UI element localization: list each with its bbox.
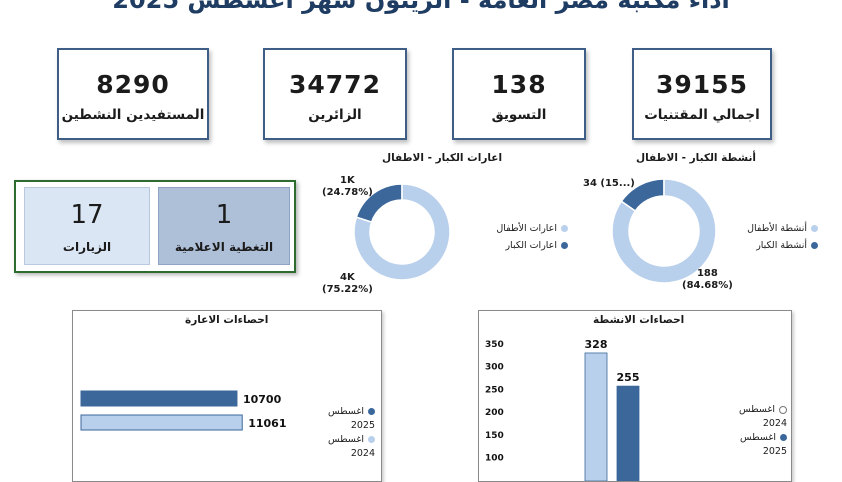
activities-bar-2024 [584,352,608,481]
loans-stats-legend: اغسطس 2025 اغسطس 2024 [301,405,375,461]
legend-label: أنشطة الكبار [756,240,807,251]
loans-donut-chart [353,183,451,281]
y-tick-label: 100 [485,454,504,464]
legend-item-adult-loans: اعارات الكبار [488,237,568,254]
legend-swatch [368,436,375,443]
legend-label: أنشطة الأطفال [747,223,807,234]
loans-donut-title: اعارات الكبار - الاطفال [382,152,503,164]
stat-label: المستفيدين النشطين [61,107,205,123]
loans-value-children: 4K [340,272,355,283]
mini-value: 1 [215,200,233,230]
y-tick-label: 350 [485,340,504,350]
stat-label: التسويق [491,107,547,123]
mini-card-visits: 17 الزيارات [24,187,150,265]
loans-legend: اعارات الأطفال اعارات الكبار [488,220,568,254]
mini-stats-panel: 17 الزيارات 1 التغطية الاعلامية [14,180,296,273]
legend-label: اغسطس 2024 [739,404,787,429]
y-tick-label: 300 [485,363,504,373]
legend-label: اغسطس 2025 [328,406,375,431]
legend-swatch [561,242,568,249]
donut-slice-children [353,183,451,281]
donut-slice-children [611,178,717,284]
activities-label-children: 188 (84.68%) [682,268,733,292]
activities-bar-2025 [616,385,640,481]
loans-percent-children: (75.22%) [322,284,373,295]
legend-item-aug-2024: اغسطس 2024 [301,433,375,461]
legend-label: اعارات الكبار [505,240,557,251]
y-tick-label: 200 [485,408,504,418]
y-tick-label: 150 [485,431,504,441]
stat-card-total-holdings: 39155 اجمالي المقتنيات [632,48,772,140]
mini-card-media-coverage: 1 التغطية الاعلامية [158,187,290,265]
activities-percent-children: (84.68%) [682,280,733,291]
loans-label-children: 4K (75.22%) [322,272,373,296]
stat-value: 39155 [656,70,748,99]
loans-donut-group [353,183,451,281]
activities-stats-chart: احصاءات الانشطة 350 300 250 200 150 100 328 255… [478,310,792,482]
legend-item-children-loans: اعارات الأطفال [488,220,568,237]
legend-label: اغسطس 2025 [740,432,787,457]
legend-swatch [780,434,787,441]
legend-label: اغسطس 2024 [328,434,375,459]
stat-card-active-beneficiaries: 8290 المستفيدين النشطين [57,48,209,140]
legend-swatch [811,242,818,249]
legend-item-aug-2025: اغسطس 2025 [301,405,375,433]
stat-label: الزائرين [308,107,362,123]
activities-label-adults: 34 (15...) [583,178,635,190]
loans-bar-2025 [80,390,238,407]
activities-value-children: 188 [696,268,718,279]
activities-donut-title: أنشطة الكبار - الاطفال [636,152,756,164]
y-tick-label: 250 [485,385,504,395]
loans-bars-group: 10700 11061 [80,390,287,431]
loans-stats-chart: احصاءات الاعارة 10700 11061 اغسطس 2025 اغ… [72,310,382,482]
page-title: أداء مكتبة مصر العامة - الزيتون شهر أغسط… [112,0,730,14]
mini-label: الزيارات [62,240,112,254]
stat-value: 34772 [289,70,381,99]
activities-stats-title: احصاءات الانشطة [593,314,685,326]
legend-swatch [561,225,568,232]
legend-swatch [779,405,787,414]
loans-value-adults: 1K [340,175,355,186]
activities-bars-group: 350 300 250 200 150 100 328 255 [485,338,639,481]
loans-bar-label: 11061 [248,417,286,430]
activities-bars-svg: 350 300 250 200 150 100 328 255 [485,338,639,481]
legend-item-adult-activities: أنشطة الكبار [738,237,818,254]
legend-swatch [368,408,375,415]
loans-label-adults: 1K (24.78%) [322,175,373,199]
stat-label: اجمالي المقتنيات [644,107,760,123]
stat-card-marketing: 138 التسويق [452,48,586,140]
activities-bar-label: 328 [585,338,608,351]
activities-stats-legend: اغسطس 2024 اغسطس 2025 [713,403,787,459]
mini-label: التغطية الاعلامية [174,240,274,254]
loans-bar-2024 [80,414,243,431]
stat-value: 8290 [96,70,170,99]
stat-value: 138 [491,70,547,99]
legend-item-aug-2025: اغسطس 2025 [713,431,787,459]
activities-donut-chart [611,178,717,284]
activities-percent-adults: (15...) [600,178,635,189]
activities-value-adults: 34 [583,178,597,189]
legend-label: اعارات الأطفال [496,223,557,234]
legend-item-aug-2024: اغسطس 2024 [713,403,787,431]
loans-stats-title: احصاءات الاعارة [185,314,269,326]
activities-donut-group [611,178,717,284]
activities-bar-label: 255 [617,371,640,384]
loans-percent-adults: (24.78%) [322,187,373,198]
loans-bar-label: 10700 [243,393,282,406]
loans-bars-svg: 10700 11061 [80,390,287,431]
stat-card-visitors: 34772 الزائرين [263,48,407,140]
legend-swatch [811,225,818,232]
legend-item-children-activities: أنشطة الأطفال [738,220,818,237]
mini-value: 17 [70,200,104,230]
activities-legend: أنشطة الأطفال أنشطة الكبار [738,220,818,254]
